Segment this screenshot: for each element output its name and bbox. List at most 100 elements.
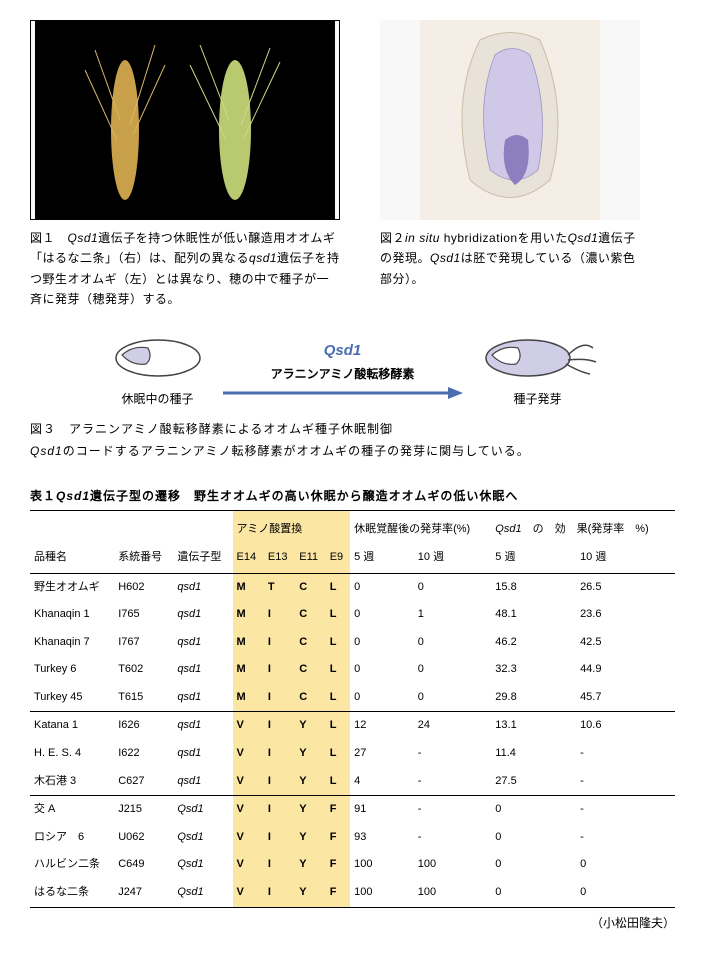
table-cell: 0 bbox=[491, 824, 576, 852]
table-cell: I bbox=[264, 712, 295, 740]
col-e9: E9 bbox=[326, 544, 350, 573]
table-cell: 46.2 bbox=[491, 629, 576, 657]
table-cell: I bbox=[264, 740, 295, 768]
table-cell: 15.8 bbox=[491, 573, 576, 601]
table-cell: qsd1 bbox=[173, 740, 232, 768]
table-cell: H. E. S. 4 bbox=[30, 740, 114, 768]
table-cell: F bbox=[326, 879, 350, 907]
table-cell: M bbox=[233, 656, 264, 684]
table-cell: - bbox=[414, 768, 492, 796]
table-cell: 0 bbox=[414, 656, 492, 684]
table-cell: はるな二条 bbox=[30, 879, 114, 907]
table-cell: Khanaqin 7 bbox=[30, 629, 114, 657]
table-1: 品種名 系統番号 遺伝子型 アミノ酸置換 休眠覚醒後の発芽率(%) Qsd1 の… bbox=[30, 511, 675, 907]
table-cell: 0 bbox=[350, 656, 414, 684]
table-cell: qsd1 bbox=[173, 768, 232, 796]
col-eff5: 5 週 bbox=[491, 544, 576, 573]
table-cell: C bbox=[295, 573, 325, 601]
table-cell: C bbox=[295, 601, 325, 629]
table-cell: V bbox=[233, 824, 264, 852]
col-e11: E11 bbox=[295, 544, 325, 573]
table-row: Katana 1I626qsd1VIYL122413.110.6 bbox=[30, 712, 675, 740]
table-cell: Y bbox=[295, 879, 325, 907]
table-cell: - bbox=[414, 796, 492, 824]
figure-2: 図２in situ hybridizationを用いたQsd1遺伝子の発現。Qs… bbox=[380, 20, 640, 310]
table-cell: Y bbox=[295, 712, 325, 740]
figure-row-1: 図１ Qsd1遺伝子を持つ休眠性が低い醸造用オオムギ「はるな二条」（右）は、配列… bbox=[30, 20, 675, 310]
table-cell: V bbox=[233, 879, 264, 907]
table-cell: T602 bbox=[114, 656, 173, 684]
table-cell: 100 bbox=[414, 879, 492, 907]
seed-dormant: 休眠中の種子 bbox=[108, 330, 208, 409]
table-cell: 0 bbox=[576, 879, 675, 907]
table-cell: C bbox=[295, 629, 325, 657]
table-cell: 23.6 bbox=[576, 601, 675, 629]
figure-3-caption-line2: Qsd1のコードするアラニンアミノ転移酵素がオオムギの種子の発芽に関与している。 bbox=[30, 441, 675, 463]
table-cell: 交 A bbox=[30, 796, 114, 824]
table-cell: F bbox=[326, 796, 350, 824]
table-cell: M bbox=[233, 684, 264, 712]
table-cell: Qsd1 bbox=[173, 879, 232, 907]
table-row: Turkey 6T602qsd1MICL0032.344.9 bbox=[30, 656, 675, 684]
table-row: Khanaqin 7I767qsd1MICL0046.242.5 bbox=[30, 629, 675, 657]
table-cell: 0 bbox=[350, 629, 414, 657]
table-cell: I bbox=[264, 851, 295, 879]
table-cell: Qsd1 bbox=[173, 851, 232, 879]
table-cell: 木石港 3 bbox=[30, 768, 114, 796]
table-cell: Qsd1 bbox=[173, 824, 232, 852]
table-cell: - bbox=[414, 824, 492, 852]
table-cell: I626 bbox=[114, 712, 173, 740]
table-cell: I bbox=[264, 796, 295, 824]
table-cell: C649 bbox=[114, 851, 173, 879]
enzyme-label: アラニンアミノ酸転移酵素 bbox=[271, 365, 415, 384]
table-cell: I622 bbox=[114, 740, 173, 768]
table-cell: qsd1 bbox=[173, 601, 232, 629]
table-cell: 0 bbox=[350, 684, 414, 712]
table-cell: M bbox=[233, 629, 264, 657]
table-cell: 0 bbox=[350, 573, 414, 601]
table-cell: qsd1 bbox=[173, 684, 232, 712]
table-cell: L bbox=[326, 629, 350, 657]
table-cell: C bbox=[295, 684, 325, 712]
table-cell: L bbox=[326, 656, 350, 684]
table-cell: 93 bbox=[350, 824, 414, 852]
table-cell: L bbox=[326, 601, 350, 629]
table-cell: J247 bbox=[114, 879, 173, 907]
table-cell: 0 bbox=[491, 851, 576, 879]
table-cell: 45.7 bbox=[576, 684, 675, 712]
table-cell: 32.3 bbox=[491, 656, 576, 684]
table-row: 交 AJ215Qsd1VIYF91-0- bbox=[30, 796, 675, 824]
table-cell: T615 bbox=[114, 684, 173, 712]
table-row: ロシア 6U062Qsd1VIYF93-0- bbox=[30, 824, 675, 852]
credit: （小松田隆夫） bbox=[30, 914, 675, 933]
table-cell: - bbox=[576, 768, 675, 796]
table-cell: C627 bbox=[114, 768, 173, 796]
table-cell: 24 bbox=[414, 712, 492, 740]
table-row: Khanaqin 1I765qsd1MICL0148.123.6 bbox=[30, 601, 675, 629]
table-cell: Y bbox=[295, 796, 325, 824]
col-germ5: 5 週 bbox=[350, 544, 414, 573]
col-effect-group: Qsd1 の 効 果(発芽率 %) bbox=[491, 511, 675, 544]
table-cell: I bbox=[264, 656, 295, 684]
arrow-block: Qsd1 アラニンアミノ酸転移酵素 bbox=[223, 339, 463, 400]
table-cell: 4 bbox=[350, 768, 414, 796]
col-germ10: 10 週 bbox=[414, 544, 492, 573]
table-cell: Turkey 6 bbox=[30, 656, 114, 684]
table-cell: - bbox=[576, 796, 675, 824]
seed-germinating: 種子発芽 bbox=[478, 330, 598, 409]
figure-1: 図１ Qsd1遺伝子を持つ休眠性が低い醸造用オオムギ「はるな二条」（右）は、配列… bbox=[30, 20, 340, 310]
table-cell: C bbox=[295, 656, 325, 684]
table-cell: I767 bbox=[114, 629, 173, 657]
table-cell: 1 bbox=[414, 601, 492, 629]
table-cell: Qsd1 bbox=[173, 796, 232, 824]
table-cell: qsd1 bbox=[173, 573, 232, 601]
table-cell: - bbox=[576, 740, 675, 768]
table-cell: U062 bbox=[114, 824, 173, 852]
table-cell: 100 bbox=[350, 879, 414, 907]
table-cell: I bbox=[264, 768, 295, 796]
table-cell: qsd1 bbox=[173, 712, 232, 740]
table-cell: 野生オオムギ bbox=[30, 573, 114, 601]
table-cell: Khanaqin 1 bbox=[30, 601, 114, 629]
figure-1-image bbox=[30, 20, 340, 220]
col-line: 系統番号 bbox=[114, 511, 173, 573]
